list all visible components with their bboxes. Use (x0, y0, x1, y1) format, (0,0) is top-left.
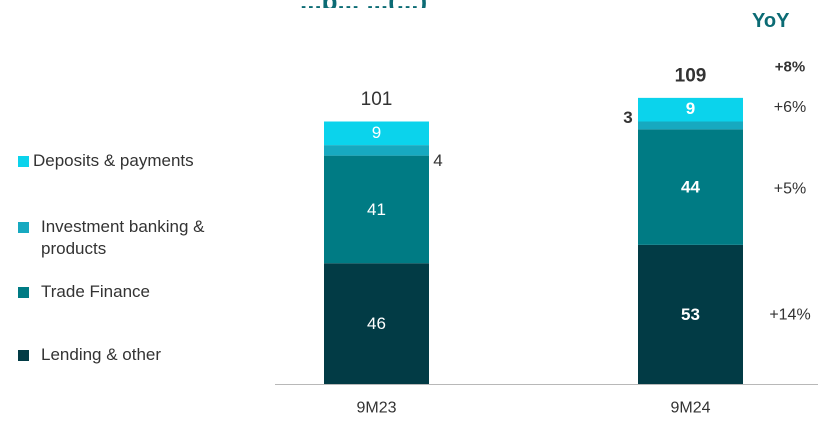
yoy-label-total: +8% (775, 58, 805, 75)
chart-title-cropped: ...p... ...(...) (300, 0, 720, 8)
legend-label-trade-finance: Trade Finance (41, 282, 150, 301)
legend-label-lending: Lending & other (41, 345, 162, 364)
x-tick-label-9m24: 9M24 (670, 400, 710, 417)
data-label-investment-banking-9m24: 3 (623, 108, 632, 127)
bar-segment-investment-banking-9m24 (638, 121, 743, 130)
legend-swatch-investment-banking (18, 222, 29, 233)
yoy-label-lending: +14% (769, 307, 810, 324)
data-label-trade-finance-9m24: 44 (681, 178, 700, 197)
yoy-label-trade-finance: +5% (774, 181, 806, 198)
bar-segment-lending-9m23 (324, 263, 429, 384)
legend-item-deposits: Deposits & payments (18, 150, 253, 172)
bar-segment-investment-banking-9m23 (324, 145, 429, 156)
total-label-9m23: 101 (361, 89, 393, 110)
legend-swatch-deposits (18, 156, 29, 167)
total-label-9m24: 109 (675, 65, 707, 86)
bar-segment-lending-9m24 (638, 244, 743, 384)
legend-label-investment-banking: Investment banking & products (41, 217, 205, 258)
legend-swatch-trade-finance (18, 287, 29, 298)
data-label-investment-banking-9m23: 4 (433, 151, 442, 170)
data-label-lending-9m23: 46 (367, 314, 386, 333)
legend-item-trade-finance: Trade Finance (18, 281, 261, 303)
bar-segment-deposits-9m23 (324, 121, 429, 146)
data-label-deposits-9m23: 9 (372, 123, 381, 142)
bar-segment-trade-finance-9m24 (638, 129, 743, 245)
bar-segment-trade-finance-9m23 (324, 155, 429, 264)
data-label-trade-finance-9m23: 41 (367, 200, 386, 219)
yoy-label-deposits: +6% (774, 99, 806, 116)
legend-label-deposits: Deposits & payments (33, 151, 194, 170)
yoy-header: YoY (752, 10, 790, 32)
data-label-lending-9m24: 53 (681, 305, 700, 324)
legend-item-investment-banking: Investment banking & products (18, 216, 251, 260)
chart-title-text: ...p... ...(...) (300, 0, 427, 8)
x-tick-label-9m23: 9M23 (356, 400, 396, 417)
bar-segment-deposits-9m24 (638, 97, 743, 122)
legend-swatch-lending (18, 350, 29, 361)
legend-item-lending: Lending & other (18, 344, 261, 366)
data-label-deposits-9m24: 9 (686, 99, 695, 118)
